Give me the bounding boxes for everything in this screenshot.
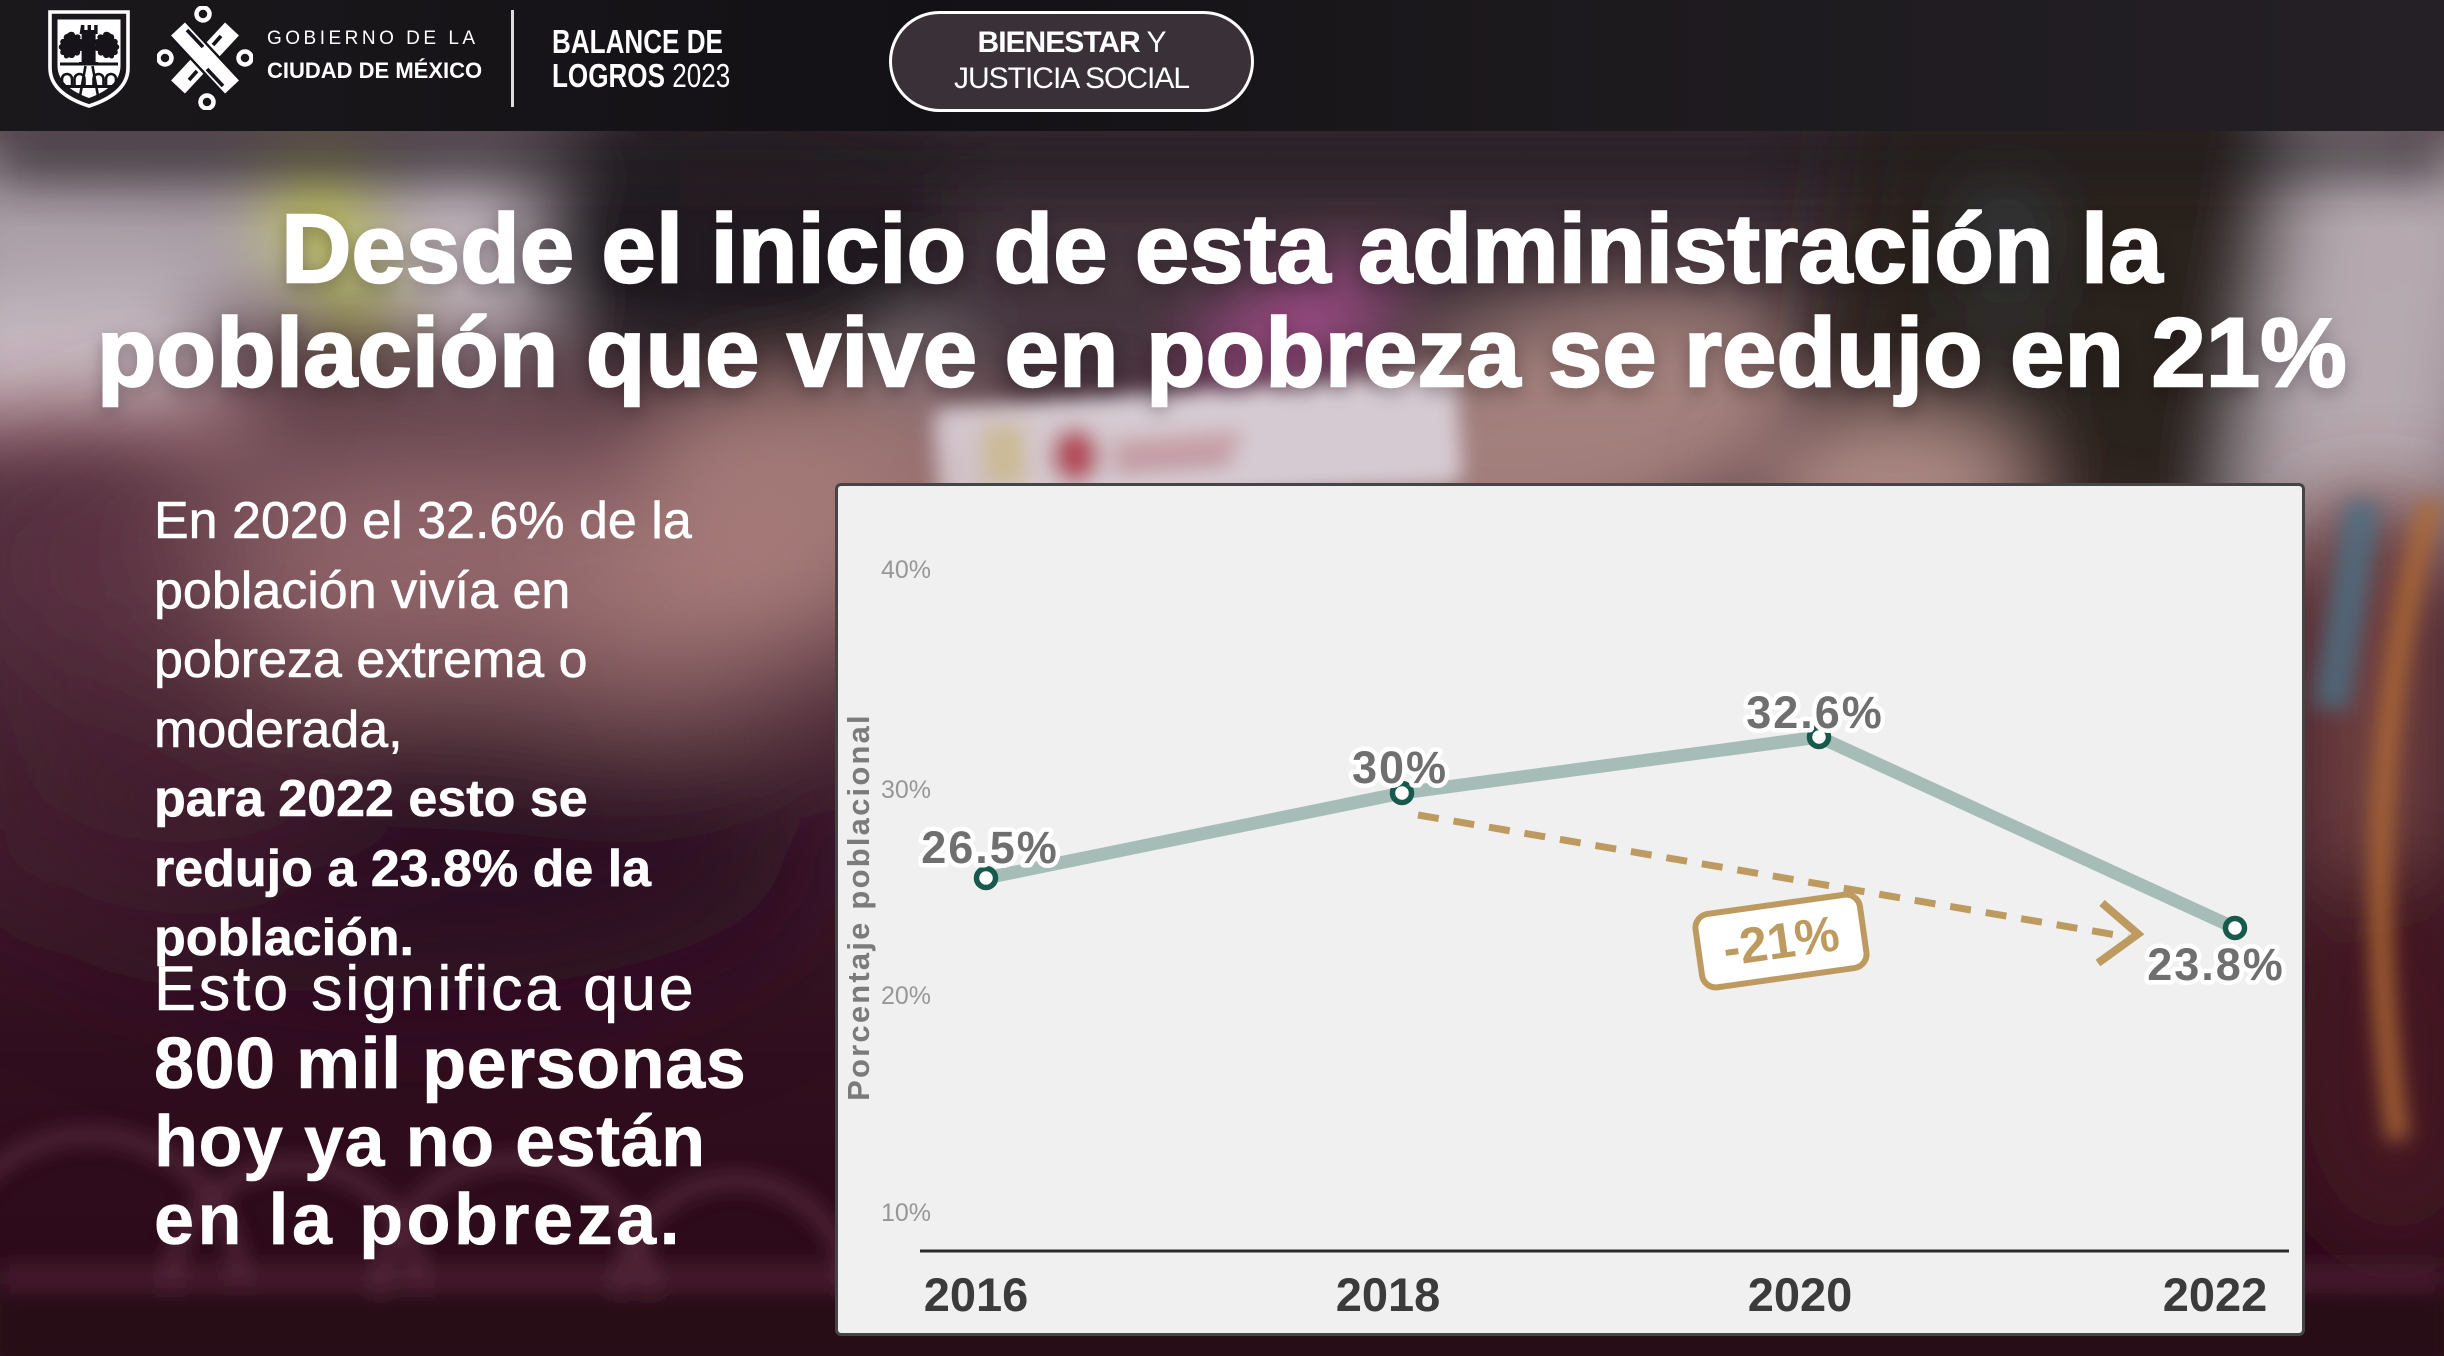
svg-text:32.6%: 32.6%	[1746, 687, 1884, 738]
svg-text:23.8%: 23.8%	[2147, 939, 2285, 990]
svg-text:2022: 2022	[2163, 1268, 2268, 1321]
svg-text:10%: 10%	[881, 1199, 931, 1227]
svg-text:Porcentaje poblacional: Porcentaje poblacional	[841, 713, 876, 1101]
svg-text:30%: 30%	[1352, 742, 1448, 793]
svg-text:20%: 20%	[881, 982, 931, 1010]
svg-text:30%: 30%	[881, 776, 931, 804]
svg-text:26.5%: 26.5%	[921, 822, 1059, 873]
svg-text:40%: 40%	[881, 556, 931, 584]
svg-text:2018: 2018	[1336, 1268, 1441, 1321]
svg-text:2016: 2016	[924, 1268, 1029, 1321]
svg-text:2020: 2020	[1748, 1268, 1853, 1321]
